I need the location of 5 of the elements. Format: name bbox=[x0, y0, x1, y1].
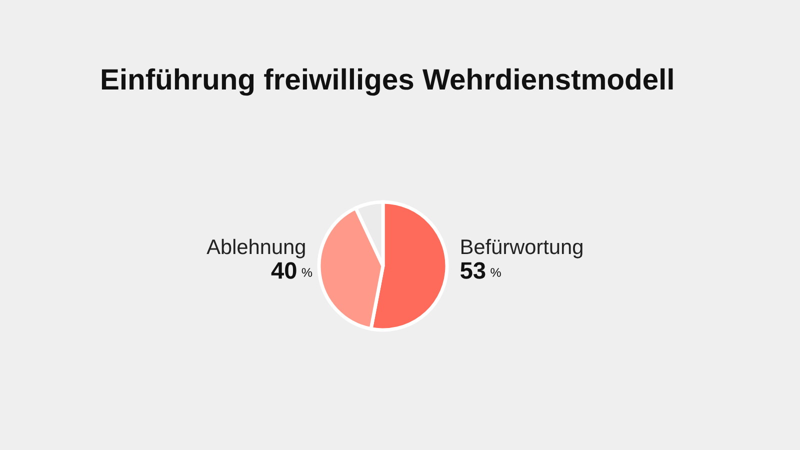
data-label: 53 % bbox=[460, 262, 501, 279]
chart-title: Einführung freiwilliges Wehrdienstmodell bbox=[102, 68, 673, 96]
data-label: 40 % bbox=[271, 262, 312, 279]
slice-label: Befürwortung bbox=[462, 238, 582, 258]
slice-label: Ablehnung bbox=[206, 238, 305, 258]
